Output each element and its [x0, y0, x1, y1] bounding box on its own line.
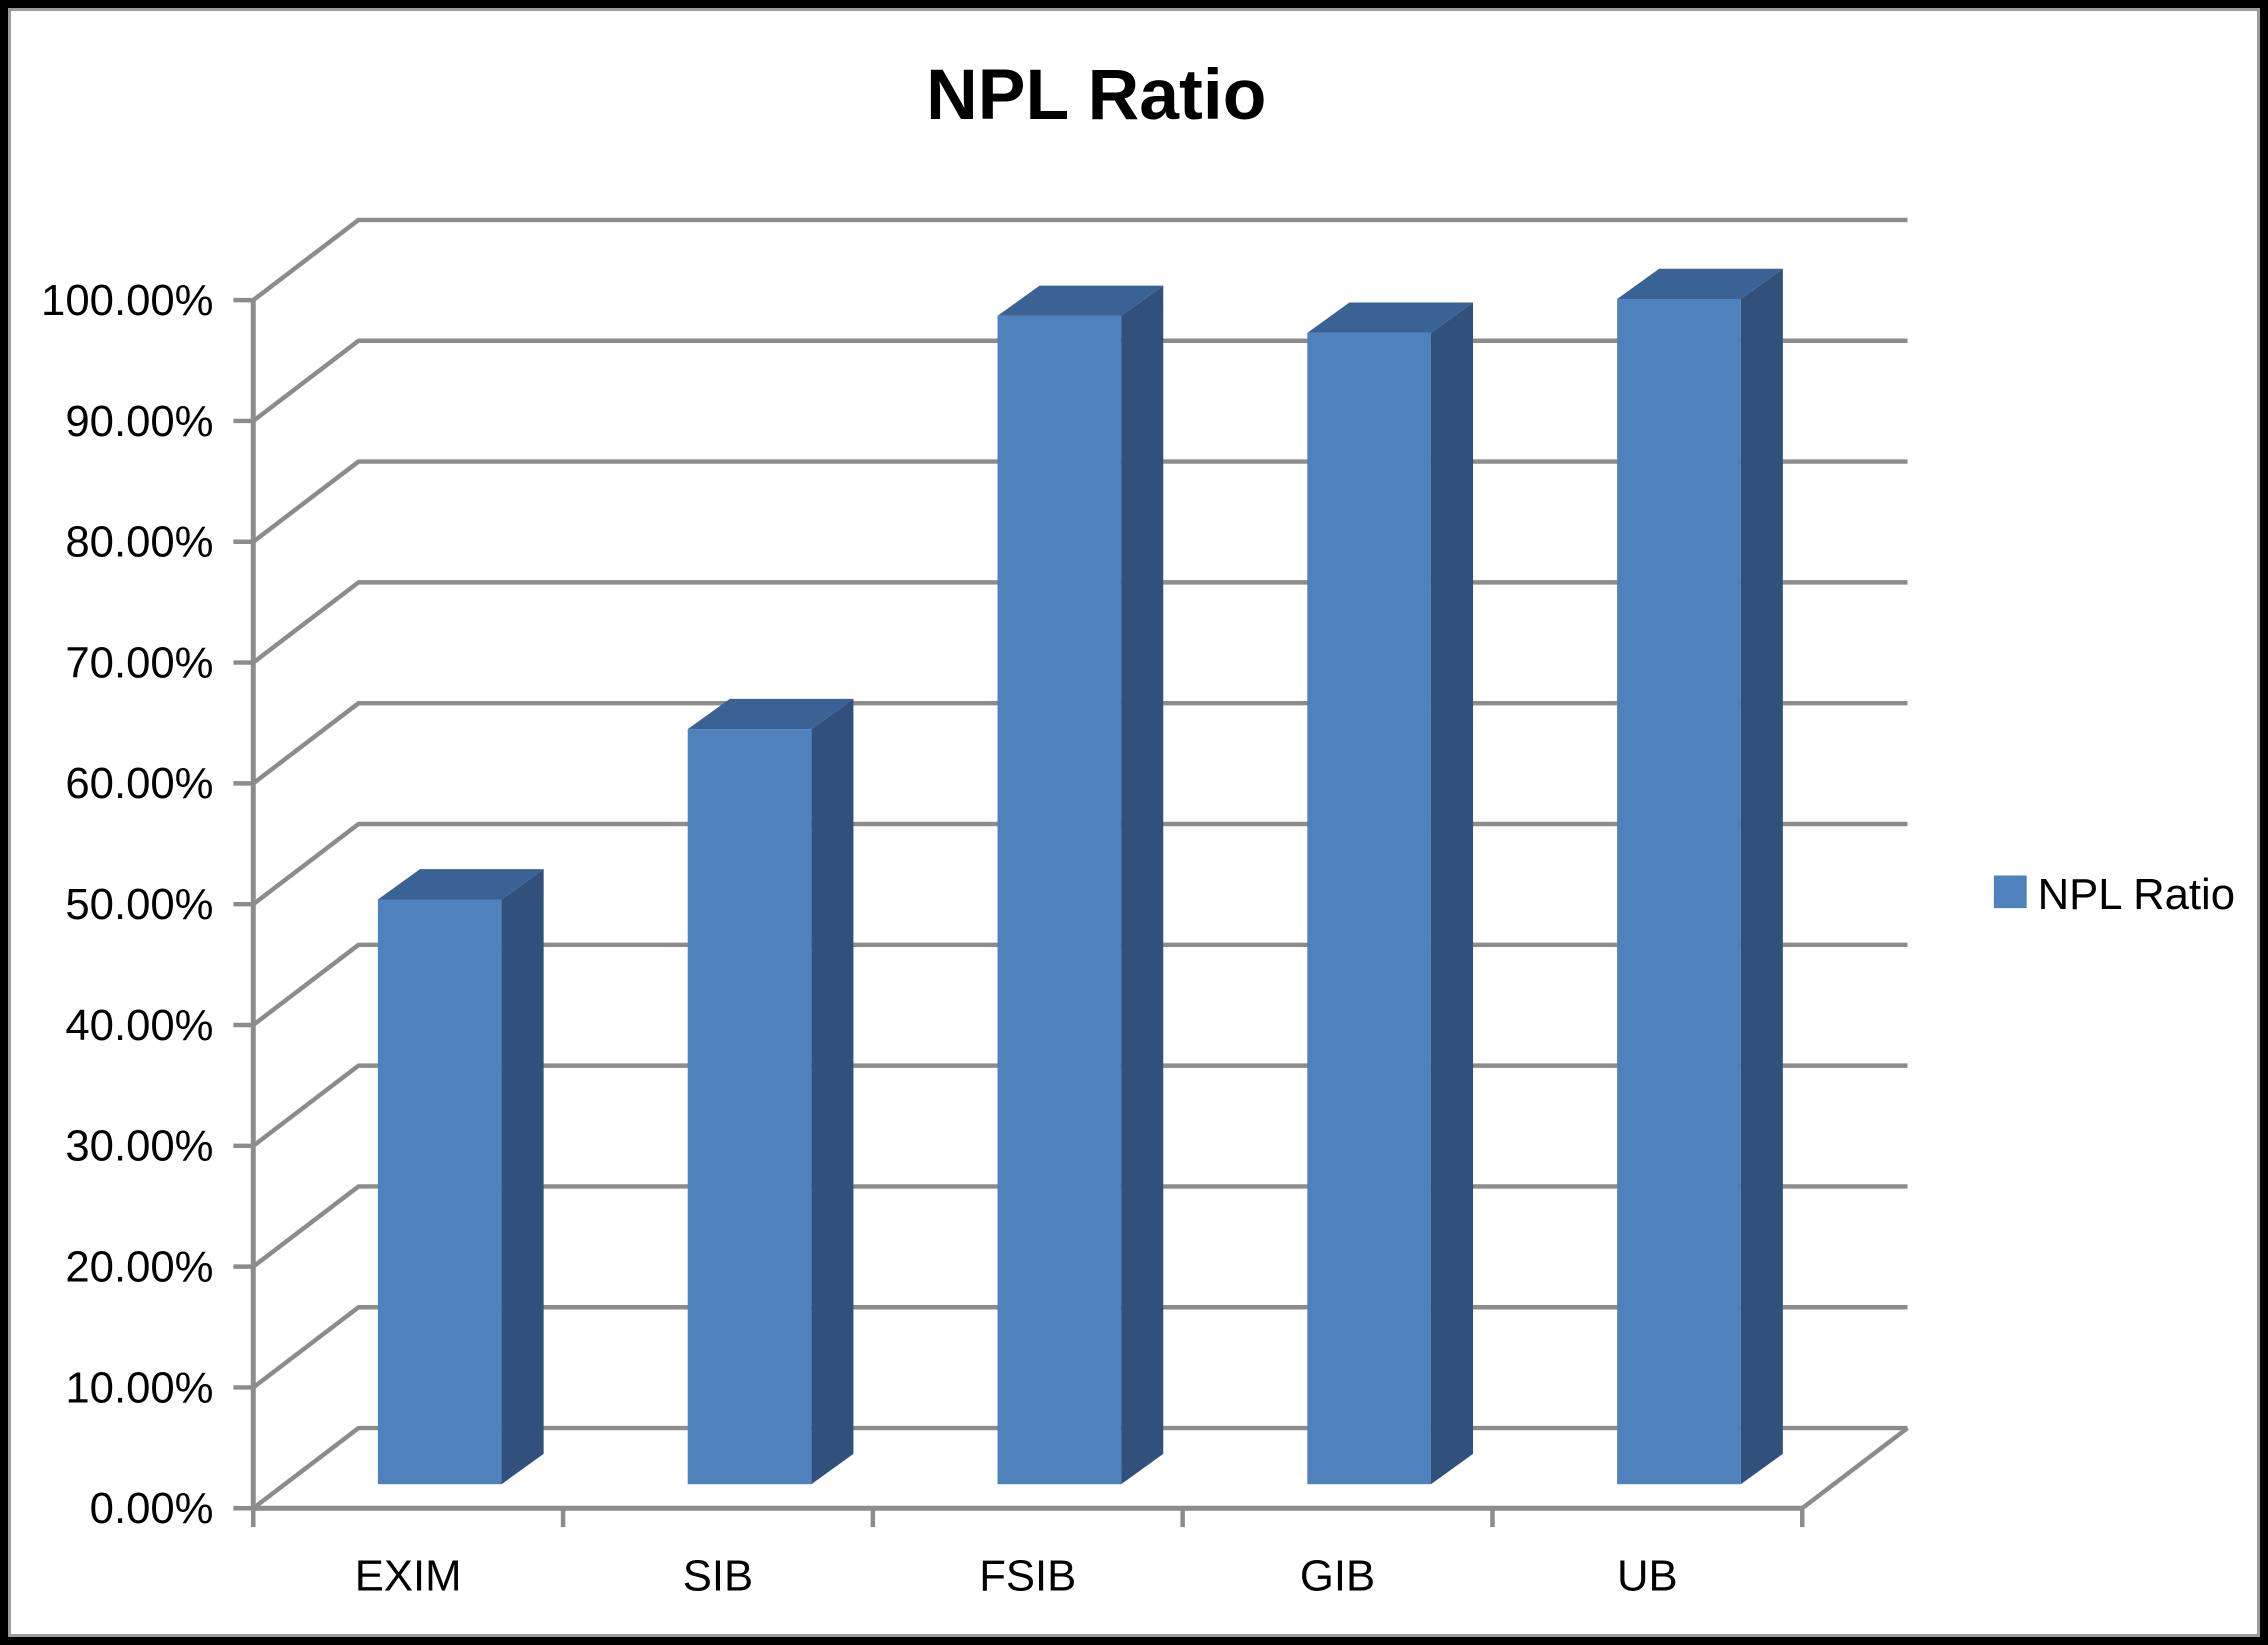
bar-top-face	[997, 285, 1164, 316]
floor-and-axis-group	[250, 300, 1909, 1528]
y-axis-tick-label: 40.00%	[65, 1002, 213, 1050]
bar-ub	[1617, 268, 1783, 1485]
bar-top-face	[377, 869, 544, 900]
x-axis-category-label: GIB	[1300, 1553, 1375, 1601]
x-axis-category-label: UB	[1617, 1553, 1678, 1601]
bar-top-face	[1307, 302, 1474, 333]
legend: NPL Ratio	[1993, 871, 2235, 919]
legend-label: NPL Ratio	[2038, 871, 2235, 919]
bar-side-face	[1740, 268, 1783, 1485]
y-axis-tick-label: 80.00%	[65, 519, 213, 567]
bar-front-face	[1307, 332, 1431, 1485]
bar-exim	[377, 869, 544, 1485]
legend-swatch-icon	[1993, 875, 2027, 909]
bar-front-face	[687, 729, 812, 1485]
chart-title: NPL Ratio	[926, 55, 1266, 135]
category-labels-group: EXIM SIB FSIB GIB UB	[355, 1553, 1678, 1601]
bars-group	[377, 268, 1783, 1485]
y-axis-tick-label: 100.00%	[41, 277, 213, 325]
bar-side-face	[811, 698, 854, 1485]
bar-fsib	[997, 285, 1164, 1485]
chart-canvas: 0.00% 10.00% 20.00% 30.00% 40.00% 50.00% 60.00…	[41, 55, 2235, 1601]
bar-sib	[687, 698, 854, 1485]
y-axis-tick-label: 30.00%	[65, 1123, 213, 1171]
bar-front-face	[1617, 299, 1741, 1485]
bar-front-face	[997, 315, 1122, 1485]
x-axis-category-label: SIB	[683, 1553, 753, 1601]
y-gridline	[251, 217, 1908, 302]
x-axis-category-label: FSIB	[979, 1553, 1076, 1601]
y-axis-tick-label: 60.00%	[65, 760, 213, 808]
y-axis-tick-label: 10.00%	[65, 1364, 213, 1412]
bar-side-face	[1121, 285, 1164, 1485]
y-axis-tick-label: 70.00%	[65, 639, 213, 687]
y-axis-tick-label: 90.00%	[65, 398, 213, 446]
bar-top-face	[1617, 268, 1783, 300]
bar-front-face	[377, 899, 502, 1485]
floor-right-edge	[1800, 1426, 1909, 1511]
bar-gib	[1307, 302, 1474, 1485]
y-axis-tick-label: 0.00%	[90, 1485, 214, 1533]
bar-side-face	[501, 869, 544, 1485]
y-axis-tick-label: 50.00%	[65, 881, 213, 929]
y-axis-tick-label: 20.00%	[65, 1244, 213, 1292]
x-axis-category-label: EXIM	[355, 1553, 462, 1601]
bar-top-face	[687, 698, 854, 730]
bar-side-face	[1430, 302, 1474, 1485]
